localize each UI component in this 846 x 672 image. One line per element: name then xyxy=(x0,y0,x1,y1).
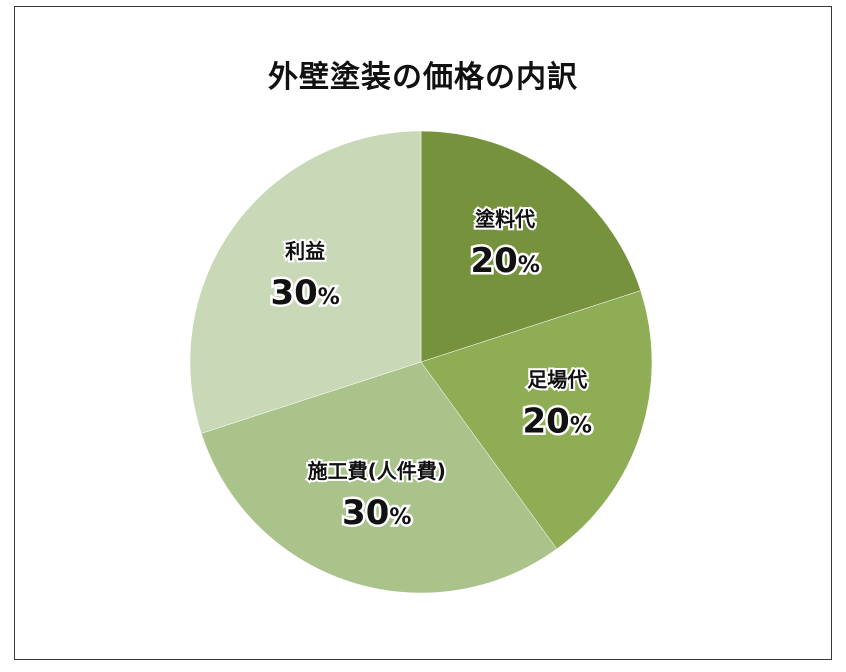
pie-slice xyxy=(200,361,558,594)
slice-value-label: 30% xyxy=(342,493,411,533)
pie-slice xyxy=(420,130,642,363)
chart-title: 外壁塗装の価格の内訳 xyxy=(268,60,578,95)
pie-slice xyxy=(189,130,422,434)
slice-label: 塗料代 xyxy=(475,207,535,231)
pie-slice xyxy=(420,290,653,550)
slice-label: 施工費(人件費) xyxy=(308,459,446,483)
slice-label: 利益 xyxy=(285,239,325,263)
slice-label: 足場代 xyxy=(527,367,587,391)
